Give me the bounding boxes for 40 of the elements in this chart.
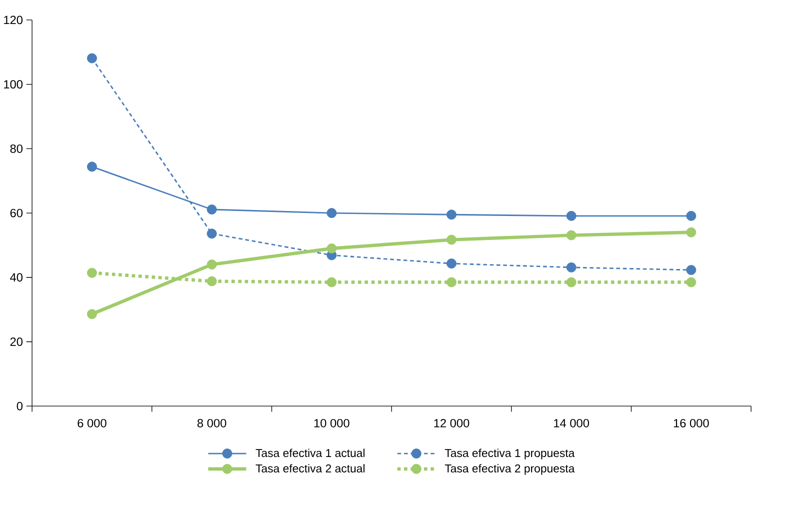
point: [206, 228, 217, 239]
x-tick-label: 12 000: [434, 418, 470, 428]
legend-label: Tasa efectiva 1 propuesta: [444, 448, 575, 460]
point: [686, 264, 696, 275]
point: [566, 277, 576, 288]
y-tick-label: 0: [16, 402, 23, 410]
x-tick-label: 10 000: [314, 418, 350, 428]
point: [566, 230, 576, 240]
point: [446, 210, 456, 220]
point: [206, 260, 217, 270]
legend-label: Tasa efectiva 2 propuesta: [444, 464, 575, 475]
x-tick-label: 14 000: [554, 418, 590, 428]
point: [566, 262, 576, 272]
point: [86, 268, 97, 278]
y-tick-label: 40: [10, 273, 23, 282]
y-tick-label: 60: [10, 208, 23, 218]
point: [686, 277, 696, 288]
point: [326, 208, 337, 218]
x-tick-label: 16 000: [674, 418, 709, 428]
y-tick-label: 100: [4, 80, 23, 89]
point: [446, 277, 456, 288]
point: [686, 227, 696, 238]
y-tick-label: 80: [10, 144, 23, 153]
legend-label: Tasa efectiva 1 actual: [256, 448, 364, 458]
point: [566, 210, 576, 221]
x-tick-label: 6 000: [78, 418, 106, 428]
point: [686, 210, 696, 221]
point: [206, 276, 217, 286]
point: [326, 243, 337, 254]
point: [86, 309, 97, 320]
y-tick-label: 120: [4, 16, 23, 24]
point: [446, 234, 456, 245]
point: [446, 258, 456, 269]
y-tick-label: 20: [10, 338, 23, 346]
legend-label: Tasa efectiva 2 actual: [256, 464, 364, 472]
point: [206, 204, 217, 214]
point: [326, 277, 337, 288]
point: [86, 53, 97, 64]
point: [86, 162, 97, 172]
x-tick-label: 8 000: [197, 418, 226, 428]
